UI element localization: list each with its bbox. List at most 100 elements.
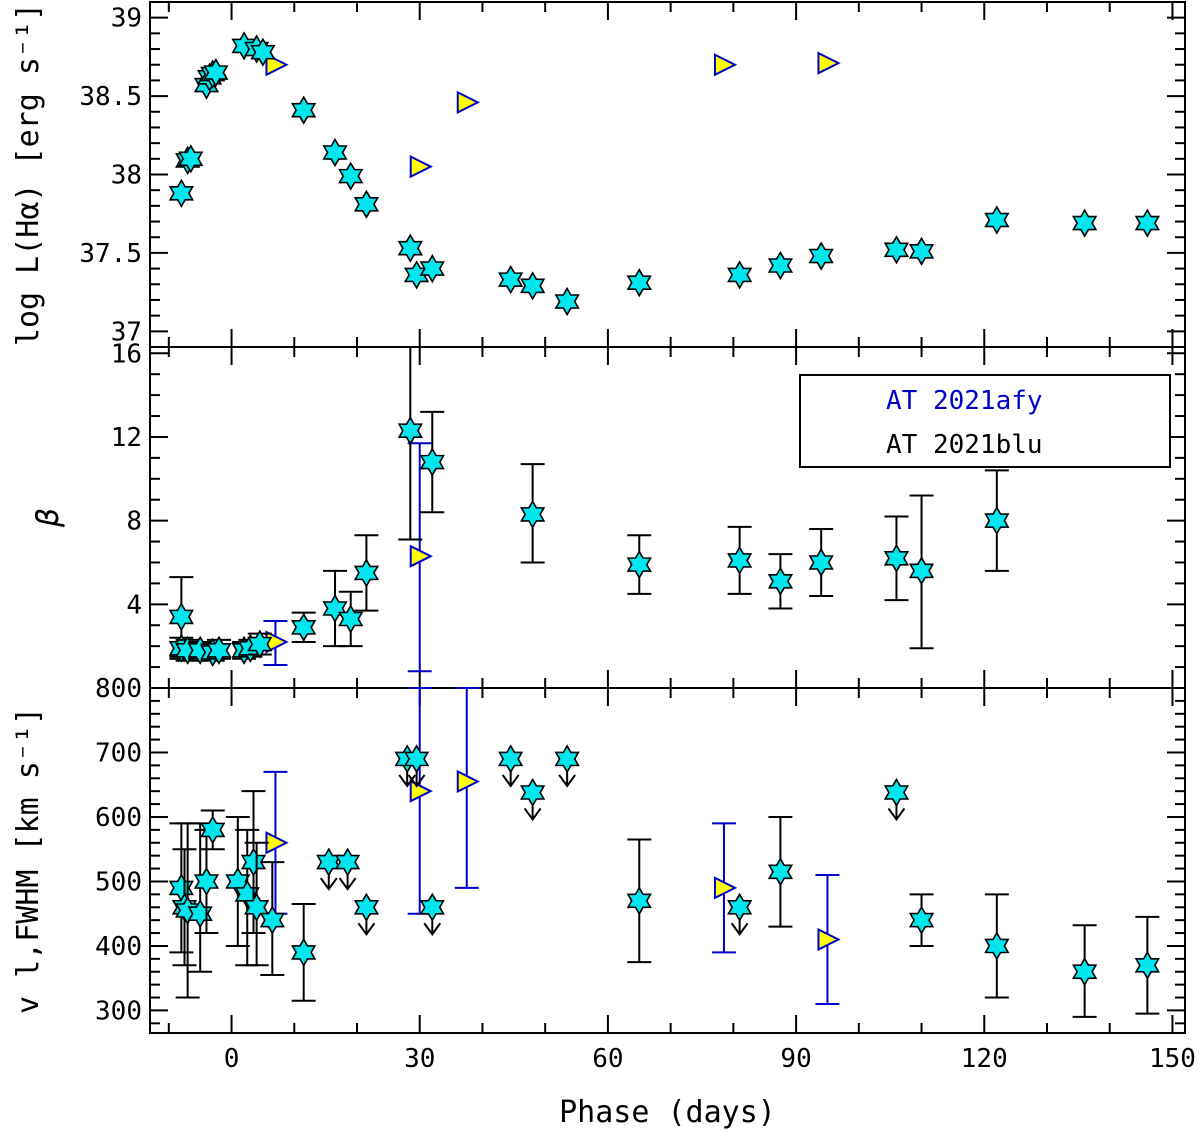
blu-star-marker: [984, 205, 1010, 235]
blu-star-marker: [767, 566, 794, 596]
upper-limit-arrow-head: [357, 922, 376, 936]
blu-star-marker: [250, 37, 276, 67]
blu-star-marker: [727, 260, 753, 290]
afy-triangle-marker: [817, 927, 841, 952]
blu-star-marker: [200, 815, 226, 845]
y-tick-label: 400: [95, 932, 142, 962]
upper-limit-star-marker: [403, 744, 430, 774]
y-tick-label: 37: [111, 317, 142, 347]
blu-star-marker: [397, 233, 423, 263]
y-tick-label: 4: [126, 590, 142, 620]
blu-star-marker: [727, 545, 753, 576]
blu-star-marker: [908, 556, 935, 586]
panel-frame-2: [149, 687, 1186, 1034]
blu-star-marker: [338, 604, 364, 634]
x-tick-label: 150: [1149, 1044, 1196, 1074]
afy-triangle-marker: [713, 876, 738, 900]
afy-triangle-marker: [265, 53, 289, 77]
blu-star-marker: [419, 447, 445, 477]
blu-star-marker: [1072, 957, 1098, 987]
blu-star-marker: [767, 857, 794, 887]
y-tick-label: 700: [95, 738, 142, 768]
upper-limit-star-marker: [316, 847, 342, 877]
y-tick-label: 300: [95, 996, 142, 1026]
blu-star-marker: [193, 866, 220, 897]
legend-box: [799, 374, 1171, 468]
blu-star-marker: [883, 235, 910, 265]
afy-triangle-marker: [409, 544, 433, 568]
panel-frame-0: [149, 1, 1186, 348]
blu-star-marker: [908, 236, 935, 266]
legend: AT 2021afy AT 2021blu: [799, 374, 1171, 468]
panel-frames: [149, 1, 1186, 1034]
blu-star-marker: [338, 161, 364, 191]
blu-star-marker: [291, 612, 317, 642]
tick-labels: 37 37.5 38 38.5 39 4 8 12 16 300 400 500 600 700 800 0 3…: [79, 4, 1196, 1074]
upper-limit-star-marker: [419, 892, 445, 922]
x-tick-label: 0: [224, 1044, 240, 1074]
y-tick-label: 39: [111, 4, 142, 34]
blu-star-marker: [168, 873, 194, 903]
afy-triangle-marker: [456, 90, 481, 114]
data-marks: [168, 31, 1160, 1018]
y-tick-label: 12: [111, 423, 142, 453]
upper-limit-arrow-head: [338, 877, 357, 891]
blu-star-marker: [626, 268, 652, 298]
axis-titles: Phase (days) log L(Hα) [erg s⁻¹] β v l,FWHM…: [11, 3, 776, 1130]
blu-star-marker: [397, 416, 423, 446]
upper-limit-star-marker: [520, 777, 546, 808]
blu-star-marker: [498, 265, 524, 295]
y-axis-title-velocity: v l,FWHM [km s⁻¹]: [11, 707, 46, 1014]
blu-star-marker: [206, 635, 232, 665]
x-tick-label: 60: [592, 1044, 623, 1074]
blu-star-marker: [883, 543, 910, 573]
blu-star-marker: [984, 931, 1010, 961]
upper-limit-arrow-head: [319, 877, 338, 891]
y-tick-label: 38.5: [79, 82, 142, 112]
blu-star-marker: [1134, 950, 1160, 980]
afy-triangle-marker: [713, 53, 738, 77]
blu-star-marker: [626, 886, 652, 916]
y-tick-label: 38: [111, 161, 142, 191]
upper-limit-arrow-head: [501, 774, 520, 788]
blu-star-marker: [1072, 208, 1098, 238]
blu-star-marker: [419, 253, 445, 284]
x-tick-label: 90: [780, 1044, 811, 1074]
blu-star-marker: [626, 550, 652, 580]
x-tick-label: 30: [404, 1044, 435, 1074]
upper-limit-arrow-head: [398, 774, 416, 788]
y-axis-title-luminosity: log L(Hα) [erg s⁻¹]: [11, 3, 46, 346]
upper-limit-arrow-head: [558, 774, 576, 788]
blu-star-marker: [984, 506, 1010, 536]
blu-star-marker: [353, 558, 380, 588]
x-axis-title: Phase (days): [559, 1095, 776, 1130]
upper-limit-star-marker: [498, 744, 524, 774]
y-tick-label: 600: [95, 803, 142, 833]
upper-limit-arrow-head: [423, 922, 442, 936]
blu-star-marker: [168, 602, 194, 632]
blu-star-marker: [554, 286, 580, 317]
blu-star-marker: [203, 58, 229, 88]
blu-star-marker: [1134, 208, 1160, 238]
upper-limit-arrow-head: [523, 807, 542, 822]
upper-limit-arrow-head: [407, 774, 426, 788]
blu-star-marker: [247, 629, 273, 659]
legend-label-blu: AT 2021blu: [886, 430, 1043, 460]
y-axis-title-beta: β: [31, 508, 66, 527]
legend-label-afy: AT 2021afy: [886, 386, 1043, 416]
blu-star-marker: [520, 499, 546, 530]
upper-limit-star-marker: [554, 744, 580, 774]
afy-triangle-marker: [817, 51, 841, 75]
blu-star-marker: [322, 137, 348, 168]
upper-limit-arrow-head: [887, 807, 906, 822]
blu-star-marker: [291, 95, 317, 125]
y-tick-label: 800: [95, 674, 142, 704]
y-tick-label: 500: [95, 867, 142, 897]
blu-star-marker: [808, 241, 834, 271]
blu-star-marker: [908, 905, 935, 935]
blu-star-marker: [240, 847, 267, 877]
afy-triangle-marker: [409, 155, 433, 179]
y-tick-label: 16: [111, 339, 142, 369]
blu-star-marker: [353, 189, 380, 219]
